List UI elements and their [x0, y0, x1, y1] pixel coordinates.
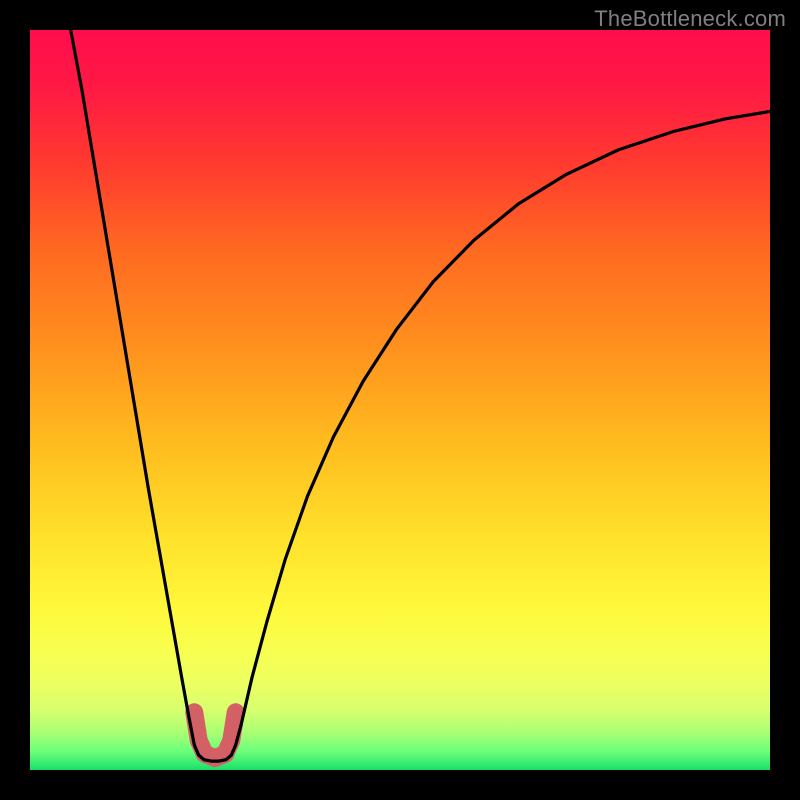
- valley-marker: [194, 712, 235, 758]
- bottleneck-curve: [71, 30, 770, 761]
- plot-area: [30, 30, 770, 770]
- watermark-text: TheBottleneck.com: [594, 6, 786, 32]
- curve-layer: [30, 30, 770, 770]
- chart-frame: TheBottleneck.com: [0, 0, 800, 800]
